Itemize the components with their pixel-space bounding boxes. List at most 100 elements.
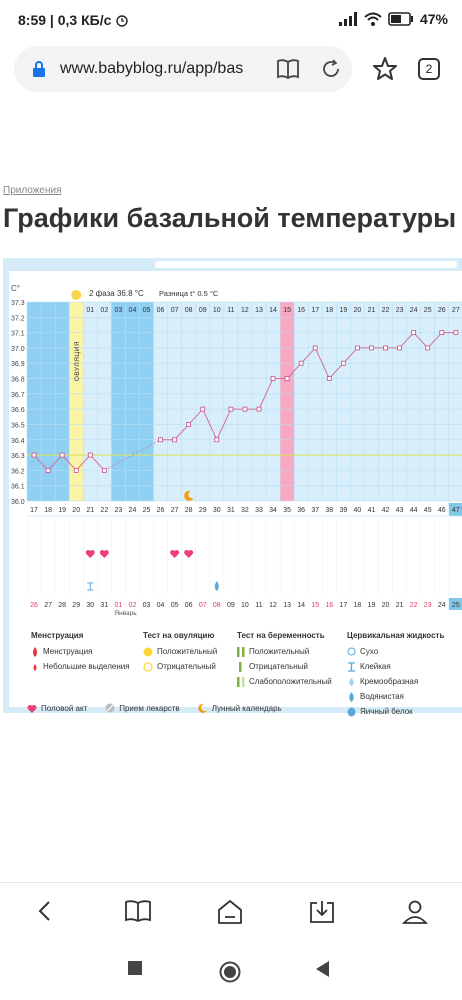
home-icon[interactable] [216,899,244,925]
heart-icon [99,550,109,558]
cycle-day-label: 30 [213,507,221,514]
top-day-label: 15 [283,307,291,314]
back-triangle-icon[interactable] [316,961,330,977]
cycle-day-label: 47 [452,507,460,514]
cycle-day-label: 28 [185,507,193,514]
day-column [392,302,407,501]
date-label: 30 [86,602,94,609]
cycle-day-label: 43 [396,507,404,514]
day-column [280,302,295,501]
day-column [209,302,224,501]
reload-icon[interactable] [320,58,342,80]
day-column [167,302,182,501]
temperature-point [355,345,360,351]
temperature-line [33,454,105,472]
negative-circle-icon [143,661,153,672]
top-day-label: 04 [129,307,137,314]
y-tick-label: 36.3 [11,453,25,460]
date-label: 25 [452,602,460,609]
legend-ovulation-test: Тест на овуляцию Положительный Отрицател… [143,631,218,672]
small-drop-icon [33,663,37,671]
ovulation-label: ОВУЛЯЦИЯ [74,341,81,381]
y-tick-label: 36.4 [11,438,25,445]
top-day-label: 06 [157,307,165,314]
temperature-point [45,467,51,473]
bookmark-star-icon[interactable] [372,56,398,82]
date-label: 13 [283,602,291,609]
address-bar[interactable]: www.babyblog.ru/app/bas [14,46,352,92]
heart-icon [170,550,180,558]
bbt-chart-panel: C° 2 фаза 36.8 °С Разница t° 0.5 °С 37.3 37.… [3,258,462,716]
cycle-day-label: 46 [438,507,446,514]
recent-apps-icon[interactable] [128,961,142,975]
cycle-day-label: 18 [44,507,52,514]
y-tick-label: 36.2 [11,468,25,475]
clock: 8:59 [18,12,47,28]
cycle-day-label: 36 [297,507,305,514]
top-day-label: 11 [227,307,234,314]
profile-icon[interactable] [402,899,428,925]
date-label: 31 [100,602,108,609]
top-day-label: 27 [452,307,460,314]
date-label: 11 [255,602,262,609]
cycle-day-label: 21 [86,507,94,514]
day-column [378,302,393,501]
dry-icon [347,647,356,656]
top-day-label: 18 [325,307,333,314]
cycle-day-label: 20 [72,507,80,514]
legend-menstruation: Менструация Менструация Небольшие выделе… [31,631,130,671]
phase-text: 2 фаза 36.8 °С [89,289,144,298]
status-bar: 8:59 | 0,3 КБ/с 47% [0,0,462,40]
heart-icon [85,550,95,558]
day-column [322,302,337,501]
pill-icon [105,703,115,713]
temperature-point [270,376,276,381]
top-day-label: 20 [354,307,362,314]
y-tick-label: 37.3 [11,300,25,307]
y-tick-label: 36.9 [11,361,25,368]
cycle-day-label: 19 [58,507,66,514]
heart-icon [27,704,37,713]
y-tick-label: 36.1 [11,484,25,491]
tabs-button[interactable]: 2 [418,58,440,80]
date-label: 24 [438,602,446,609]
url-text[interactable]: www.babyblog.ru/app/bas [60,60,244,77]
date-label: 15 [311,602,319,609]
top-day-label: 16 [297,307,305,314]
day-column [111,302,126,501]
signal-icon [338,12,357,26]
date-label: 29 [72,602,80,609]
top-day-label: 26 [438,307,446,314]
date-label: 27 [44,602,52,609]
egg-white-icon [347,707,356,716]
back-icon[interactable] [36,899,54,923]
chart-scrollbar[interactable] [155,261,457,268]
day-column [308,302,323,501]
temperature-point [326,376,332,381]
date-label: 14 [297,602,305,609]
bookmarks-icon[interactable] [124,899,152,923]
page-title: Графики базальной температуры [3,203,457,233]
date-label: 23 [424,602,432,609]
temperature-point [312,345,318,351]
top-day-label: 09 [199,307,207,314]
top-day-label: 22 [382,307,390,314]
breadcrumb[interactable]: Приложения [3,185,62,196]
cycle-day-label: 34 [269,507,277,514]
reader-mode-icon[interactable] [276,58,300,80]
downloads-icon[interactable] [308,899,336,925]
moon-icon [184,490,194,501]
top-day-label: 02 [100,307,108,314]
temperature-point [397,345,402,351]
home-circle-icon[interactable] [219,961,241,983]
temperature-point [411,330,417,336]
date-label: 10 [241,602,249,609]
day-column [139,302,154,501]
date-label: 07 [199,602,207,609]
date-label: 01 [114,602,122,609]
day-column [223,302,238,501]
cycle-day-label: 38 [325,507,333,514]
watery-icon [349,691,354,702]
day-column [266,302,281,501]
day-column [41,302,56,501]
